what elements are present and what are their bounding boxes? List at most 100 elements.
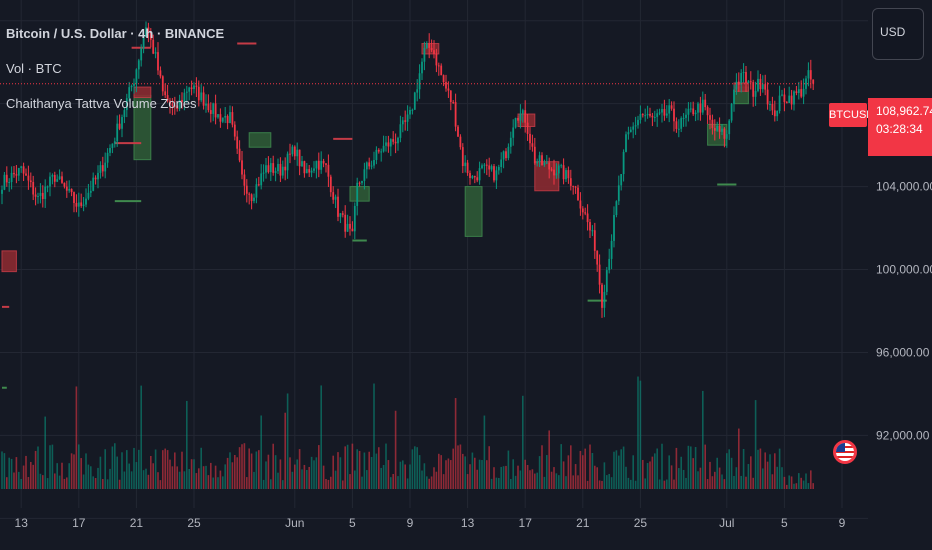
- volume-bar: [414, 446, 416, 489]
- us-flag-icon[interactable]: [833, 440, 857, 464]
- candle-body: [75, 202, 78, 207]
- volume-bar: [370, 457, 373, 489]
- candle-body: [581, 208, 584, 213]
- volume-bar: [70, 453, 73, 489]
- candle-body: [361, 180, 363, 184]
- candle-body: [190, 87, 193, 90]
- volume-bar: [764, 452, 766, 489]
- candle-body: [620, 174, 623, 186]
- volume-bar: [296, 459, 298, 489]
- candle-body: [375, 149, 378, 161]
- candle-body: [173, 105, 176, 107]
- volume-bar: [154, 449, 157, 489]
- candle-body: [140, 48, 143, 61]
- candle-body: [795, 91, 798, 94]
- volume-bar: [75, 386, 78, 489]
- currency-button[interactable]: USD: [872, 8, 924, 60]
- candle-body: [423, 47, 426, 62]
- symbol-title[interactable]: Bitcoin / U.S. Dollar · 4h · BINANCE: [6, 26, 225, 41]
- candle-body: [433, 50, 435, 54]
- candle-body: [797, 89, 800, 94]
- y-axis-tick-label: 96,000.00: [876, 345, 930, 359]
- candle-body: [421, 61, 423, 74]
- candle-body: [526, 122, 529, 134]
- volume-bar: [488, 446, 490, 489]
- candle-body: [341, 213, 344, 215]
- volume-bar: [183, 471, 186, 489]
- candle-body: [224, 116, 227, 118]
- candle-body: [389, 139, 392, 147]
- candle-body: [214, 103, 217, 118]
- volume-bar: [622, 446, 625, 489]
- volume-legend[interactable]: Vol · BTC: [6, 61, 62, 76]
- volume-bar: [337, 452, 339, 489]
- candle-body: [437, 65, 440, 67]
- volume-bar: [702, 390, 704, 489]
- volume-bar: [620, 449, 622, 489]
- candle-body: [221, 117, 224, 122]
- candle-body: [409, 110, 411, 115]
- candle-body: [10, 172, 13, 183]
- candle-body: [560, 165, 563, 167]
- candle-body: [377, 149, 380, 152]
- candle-body: [505, 151, 507, 159]
- candle-body: [754, 90, 757, 97]
- volume-bar: [140, 385, 142, 489]
- candle-body: [289, 153, 291, 155]
- volume-bar: [164, 448, 166, 489]
- volume-bar: [356, 449, 358, 489]
- volume-bar: [234, 454, 236, 489]
- candle-body: [706, 107, 709, 116]
- candle-body: [123, 110, 126, 118]
- candle-body: [101, 165, 104, 172]
- volume-bar: [205, 465, 207, 489]
- volume-bar: [546, 455, 548, 489]
- candle-body: [447, 88, 450, 91]
- volume-bar: [788, 475, 790, 489]
- candle-body: [673, 108, 675, 122]
- volume-bar: [594, 465, 596, 489]
- volume-bar: [397, 476, 399, 489]
- volume-bar: [32, 464, 34, 489]
- volume-bar: [495, 477, 498, 489]
- volume-bar: [162, 450, 164, 489]
- volume-bar: [159, 480, 162, 489]
- candle-body: [418, 73, 421, 90]
- volume-bar: [166, 450, 169, 489]
- indicator-legend[interactable]: Chaithanya Tattva Volume Zones: [6, 96, 197, 111]
- volume-bar: [570, 445, 572, 489]
- candle-body: [617, 185, 620, 202]
- volume-bar: [428, 478, 430, 489]
- volume-bar: [680, 456, 682, 489]
- volume-bar: [18, 471, 20, 489]
- volume-bar: [524, 459, 526, 489]
- volume-bar: [601, 480, 603, 489]
- candle-body: [188, 87, 191, 92]
- candle-body: [236, 136, 239, 149]
- candle-body: [569, 178, 572, 186]
- candle-body: [205, 103, 207, 106]
- candle-body: [368, 162, 371, 167]
- candle-body: [742, 72, 745, 74]
- candle-body: [466, 162, 469, 174]
- volume-bar: [812, 483, 814, 489]
- candle-body: [735, 81, 738, 90]
- volume-bar: [121, 452, 123, 489]
- volume-bar: [476, 469, 478, 489]
- volume-bar: [51, 444, 54, 489]
- candle-body: [176, 105, 179, 109]
- volume-bar: [279, 459, 282, 489]
- volume-bar: [25, 455, 27, 489]
- volume-bar: [310, 456, 313, 489]
- volume-bar: [454, 398, 457, 489]
- candle-body: [639, 114, 642, 120]
- candle-body: [665, 113, 668, 116]
- candle-body: [13, 172, 15, 175]
- candle-body: [687, 108, 690, 115]
- candle-body: [557, 165, 560, 174]
- candle-body: [603, 291, 606, 308]
- candle-body: [22, 166, 25, 174]
- candle-body: [704, 99, 707, 108]
- candle-body: [562, 165, 565, 180]
